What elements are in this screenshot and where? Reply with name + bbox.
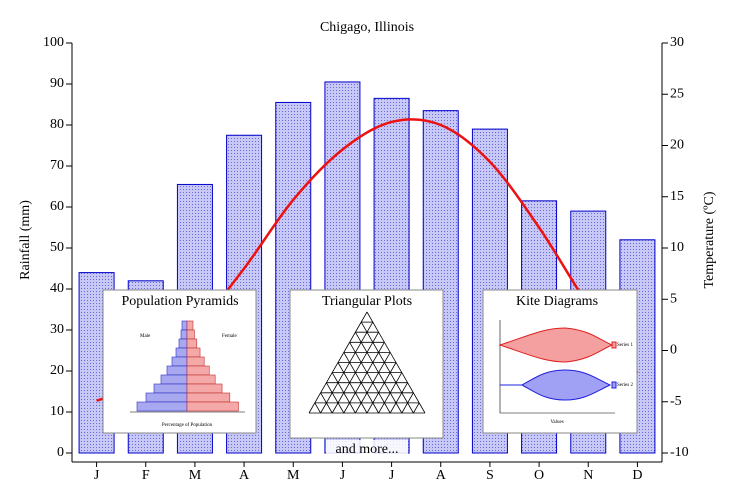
y2-tick-label: -5 xyxy=(670,394,682,409)
x-tick-label: F xyxy=(142,468,150,483)
pyramid-bar xyxy=(186,401,239,412)
pyramid-bar xyxy=(186,392,231,403)
pyramid-bar xyxy=(186,383,223,394)
x-tick-label: M xyxy=(189,468,202,483)
y-tick-label: 70 xyxy=(50,158,64,173)
x-tick-label: A xyxy=(239,468,250,483)
x-tick-label: D xyxy=(632,468,642,483)
y2-tick-label: 5 xyxy=(670,291,677,306)
y-tick-label: 100 xyxy=(43,35,64,50)
inset-label: Series 1 xyxy=(617,343,633,348)
y2-tick-label: 30 xyxy=(670,35,684,50)
triangle-grid-line xyxy=(349,342,391,414)
pyramid xyxy=(130,320,245,413)
y2-tick-label: -10 xyxy=(670,445,689,460)
triangle-grid-line xyxy=(326,382,345,414)
triangle-grid-line xyxy=(413,402,420,414)
y-tick-label: 30 xyxy=(50,322,64,337)
y-tick-label: 0 xyxy=(57,445,64,460)
y2-axis-label: Temperature (ºC) xyxy=(702,191,717,288)
legend-swatch xyxy=(611,381,617,389)
insets: Population Pyramids Male Female Percenta… xyxy=(102,289,638,460)
x-tick-label: J xyxy=(340,468,346,483)
inset-title: Population Pyramids xyxy=(121,294,238,309)
y-tick-label: 20 xyxy=(50,363,64,378)
pyramid-bar xyxy=(175,347,188,358)
triangle-grid-line xyxy=(337,362,368,414)
triangle-grid-line xyxy=(308,311,368,414)
pyramid-bar xyxy=(186,347,201,358)
pyramid-bar xyxy=(160,374,188,385)
y-tick-label: 50 xyxy=(50,240,64,255)
x-tick-label: J xyxy=(94,468,100,483)
chart-title: Chigago, Illinois xyxy=(320,20,414,35)
y2-tick-label: 20 xyxy=(670,138,684,153)
triangle-grid xyxy=(308,311,426,414)
y-tick-label: 80 xyxy=(50,117,64,132)
y2-tick-label: 10 xyxy=(670,240,684,255)
triangle-grid-line xyxy=(366,311,426,414)
triangle-grid-line xyxy=(360,321,414,414)
y-tick-label: 10 xyxy=(50,404,64,419)
y-tick-label: 90 xyxy=(50,76,64,91)
x-tick-label: A xyxy=(436,468,447,483)
inset-title: Kite Diagrams xyxy=(516,294,598,309)
triangle-grid-line xyxy=(343,342,385,414)
y2-tick-label: 0 xyxy=(670,343,677,358)
triangle-grid-line xyxy=(366,362,397,414)
pyramid-bar xyxy=(136,401,188,412)
x-tick-label: M xyxy=(287,468,300,483)
inset-label: Female xyxy=(222,334,237,339)
triangle-grid-line xyxy=(314,402,321,414)
pyramid-bar xyxy=(166,365,188,376)
pyramid-bar xyxy=(186,338,198,349)
pyramid-bar xyxy=(178,338,188,349)
triangle-grid-line xyxy=(331,332,379,414)
inset-label: Male xyxy=(140,334,151,339)
inset-label: Series 2 xyxy=(617,383,633,388)
x-tick-label: J xyxy=(389,468,395,483)
inset-label: Percentage of Population xyxy=(162,423,213,428)
annotation: and more... xyxy=(336,442,399,457)
y-tick-label: 60 xyxy=(50,199,64,214)
pyramid-bar xyxy=(180,329,188,340)
y-axis-label: Rainfall (mm) xyxy=(18,200,33,280)
pyramid-bar xyxy=(153,383,188,394)
triangle-grid-line xyxy=(355,332,403,414)
x-tick-label: S xyxy=(486,468,494,483)
triangle-grid-line xyxy=(320,321,374,414)
pyramid-bar xyxy=(181,320,188,331)
kite xyxy=(520,369,612,401)
pyramid-bar xyxy=(186,374,216,385)
triangle-grid-line xyxy=(389,382,408,414)
inset-title: Triangular Plots xyxy=(322,294,412,309)
pyramid-bar xyxy=(186,365,210,376)
pyramid-bar xyxy=(186,320,194,331)
pyramid-bar xyxy=(186,356,205,367)
inset-label: Values xyxy=(550,420,563,425)
pyramid-bar xyxy=(145,392,188,403)
annotation-bg xyxy=(326,440,408,460)
x-tick-label: N xyxy=(583,468,593,483)
x-tick-label: O xyxy=(534,468,544,483)
y-tick-label: 40 xyxy=(50,281,64,296)
pyramid-bar xyxy=(186,329,195,340)
pyramid-bar xyxy=(171,356,188,367)
y2-tick-label: 25 xyxy=(670,86,684,101)
y2-tick-label: 15 xyxy=(670,189,684,204)
legend-swatch xyxy=(611,341,617,349)
